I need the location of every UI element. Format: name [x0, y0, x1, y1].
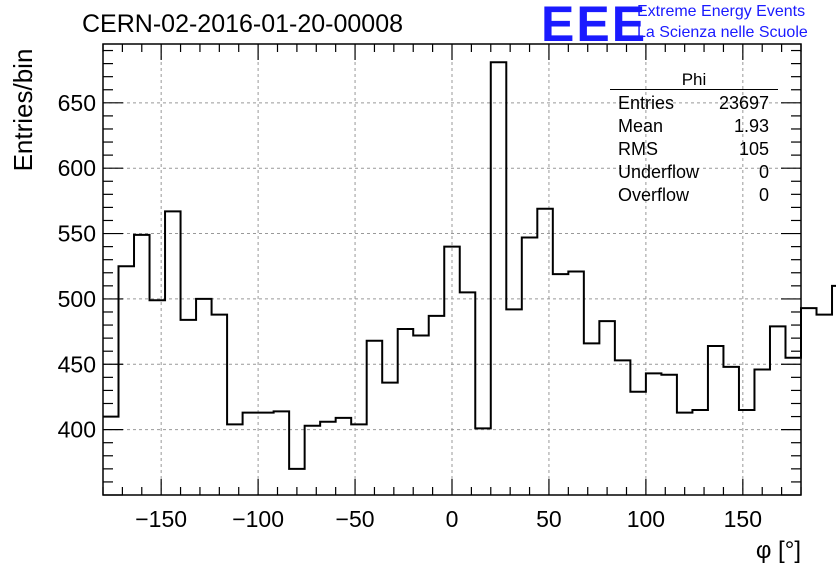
y-tick-label: 450: [58, 351, 96, 377]
y-tick-labels: 400 450 500 550 600 650: [58, 90, 96, 443]
y-tick-label: 600: [58, 155, 96, 181]
stat-label-underflow: Underflow: [618, 162, 700, 182]
stats-box-title: Phi: [681, 70, 707, 89]
histogram-outline: [103, 61, 836, 470]
stat-label-rms: RMS: [618, 139, 658, 159]
y-tick-label: 500: [58, 286, 96, 312]
stat-value-rms: 105: [738, 139, 769, 159]
x-tick-labels: −150 −100 −50 0 50 100 150: [135, 506, 762, 532]
y-tick-label: 400: [58, 417, 96, 443]
y-tick-label: 650: [58, 90, 96, 116]
stat-value-mean: 1.93: [733, 116, 769, 136]
eee-logo: EEE: [541, 0, 648, 52]
stat-label-entries: Entries: [618, 93, 675, 113]
plot-frame: [102, 43, 802, 496]
logo-line-2: La Scienza nelle Scuole: [637, 24, 808, 41]
logo-line-1: Extreme Energy Events: [637, 3, 806, 20]
stat-value-underflow: 0: [758, 162, 769, 182]
x-tick-label: 150: [724, 506, 762, 532]
x-tick-label: 100: [627, 506, 665, 532]
chart-title: CERN-02-2016-01-20-00008: [82, 10, 404, 38]
grid-lines: [103, 44, 801, 495]
stat-value-overflow: 0: [758, 185, 769, 205]
x-tick-label: −100: [232, 506, 284, 532]
x-tick-label: −50: [336, 506, 375, 532]
stats-box-rule: [610, 89, 778, 90]
x-tick-label: −150: [135, 506, 187, 532]
y-tick-label: 550: [58, 221, 96, 247]
x-tick-label: 50: [536, 506, 562, 532]
axis-ticks: [102, 44, 802, 496]
x-tick-label: 0: [446, 506, 459, 532]
stat-value-entries: 23697: [718, 93, 769, 113]
x-axis-label: φ [°]: [756, 537, 801, 564]
stat-label-overflow: Overflow: [618, 185, 690, 205]
stat-label-mean: Mean: [618, 116, 664, 136]
y-axis-label: Entries/bin: [8, 49, 38, 172]
